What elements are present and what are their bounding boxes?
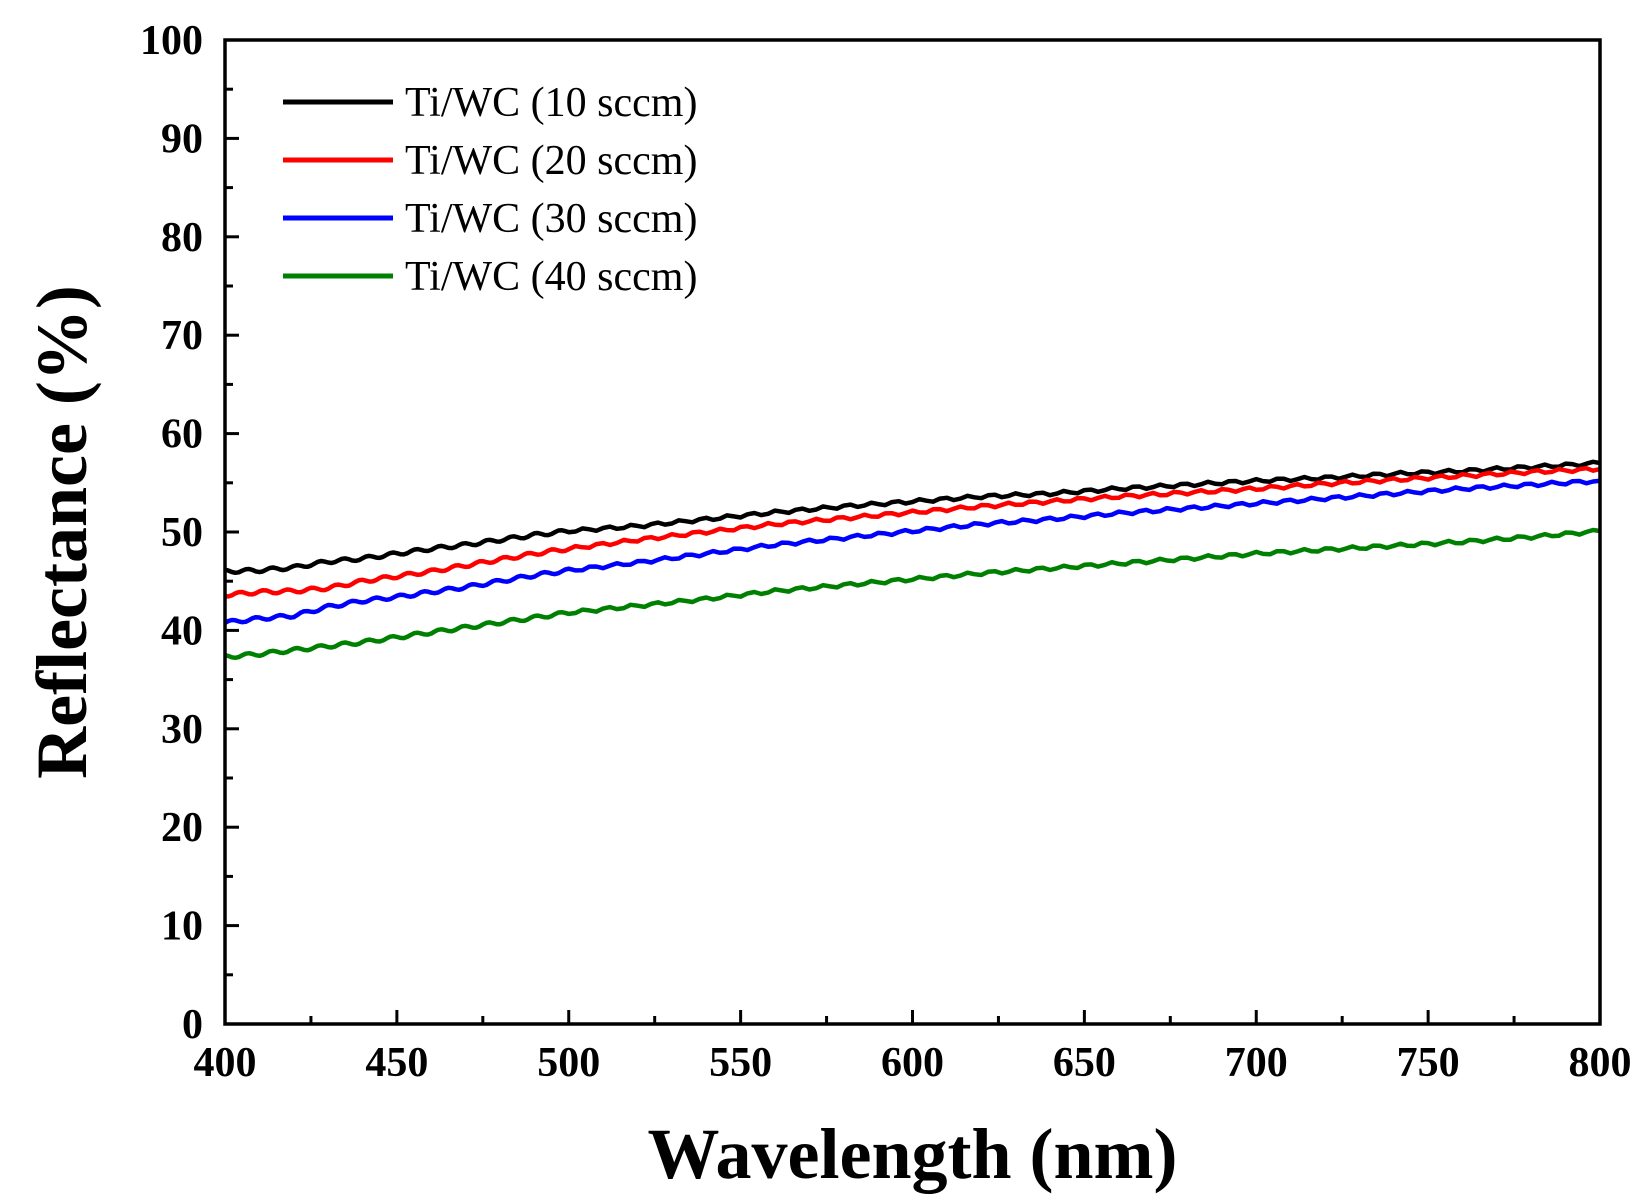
y-tick-label: 30	[161, 707, 203, 753]
x-axis-title: Wavelength (nm)	[648, 1114, 1178, 1194]
series-layer	[223, 459, 1601, 661]
x-tick-label: 700	[1225, 1040, 1288, 1086]
legend: Ti/WC (10 sccm) Ti/WC (20 sccm) Ti/WC (30 …	[283, 80, 697, 300]
y-tick-labels: 0 10 20 30 40 50 60 70 80 90 100	[140, 18, 203, 1048]
legend-label-4: Ti/WC (40 sccm)	[405, 254, 697, 300]
y-tick-label: 100	[140, 18, 203, 64]
y-tick-label: 20	[161, 805, 203, 851]
y-tick-label: 10	[161, 904, 203, 950]
y-tick-label: 50	[161, 510, 203, 556]
series-line-3	[223, 478, 1601, 625]
x-tick-label: 400	[194, 1040, 257, 1086]
x-tick-label: 550	[709, 1040, 772, 1086]
x-tick-label: 500	[537, 1040, 600, 1086]
plot-frame	[223, 38, 1602, 1026]
x-tick-label: 750	[1397, 1040, 1460, 1086]
legend-label-2: Ti/WC (20 sccm)	[405, 138, 697, 184]
y-tick-label: 60	[161, 412, 203, 458]
y-tick-label: 80	[161, 215, 203, 261]
x-tick-label: 800	[1569, 1040, 1632, 1086]
x-tick-label: 650	[1053, 1040, 1116, 1086]
x-tick-label: 600	[881, 1040, 944, 1086]
series-line-2	[224, 465, 1601, 599]
series-line-4	[224, 527, 1601, 661]
y-tick-label: 70	[161, 313, 203, 359]
legend-label-3: Ti/WC (30 sccm)	[405, 196, 697, 242]
x-tick-labels: 400 450 500 550 600 650 700 750 800	[194, 1040, 1632, 1086]
y-axis-title: Reflectance (%)	[22, 285, 102, 779]
y-tick-label: 40	[161, 608, 203, 654]
series-line-1	[224, 459, 1601, 576]
y-tick-label: 0	[182, 1002, 203, 1048]
y-tick-label: 90	[161, 116, 203, 162]
x-tick-label: 450	[365, 1040, 428, 1086]
legend-label-1: Ti/WC (10 sccm)	[405, 80, 697, 126]
